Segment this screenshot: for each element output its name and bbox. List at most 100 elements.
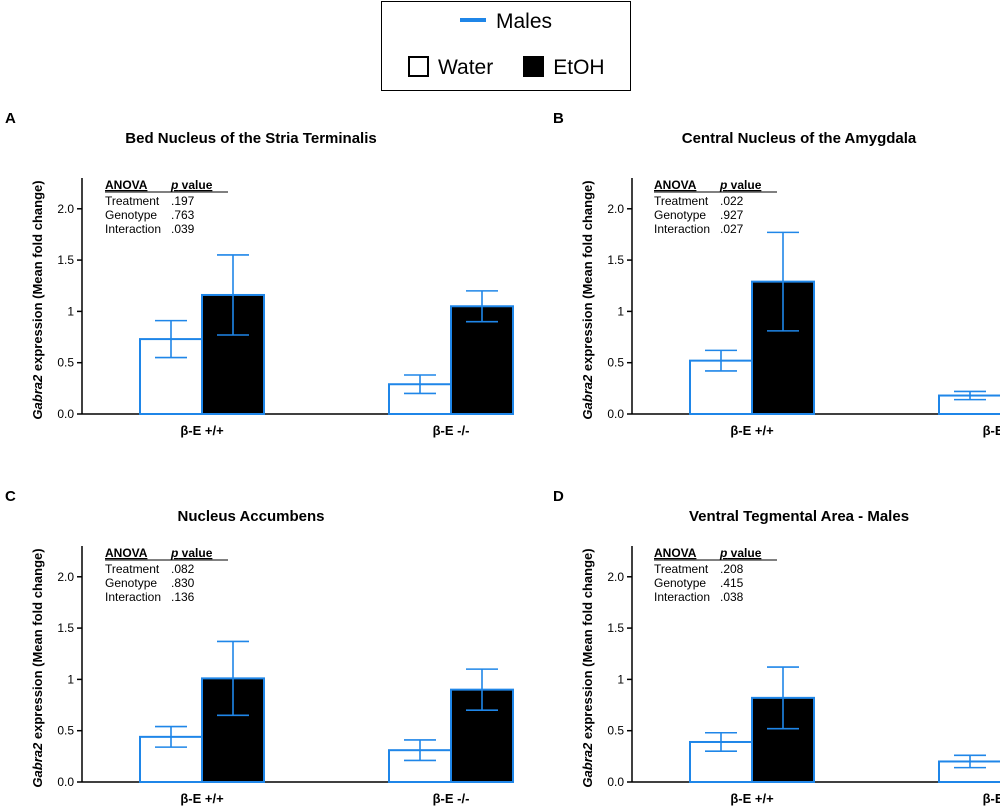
anova-p-value: .763 — [171, 208, 195, 222]
chart-panel-d: D Ventral Tegmental Area - Males Gabra2 ex… — [553, 488, 1000, 806]
p-header-rest: value — [178, 546, 212, 560]
y-tick-label: 1.5 — [607, 621, 624, 635]
p-value-header: p value — [719, 178, 762, 192]
anova-factor: Genotype — [105, 208, 157, 222]
anova-header: ANOVA — [105, 546, 148, 560]
anova-factor: Genotype — [105, 576, 157, 590]
y-axis-label-rest: expression (Mean fold change) — [30, 180, 45, 374]
anova-p-value: .927 — [720, 208, 744, 222]
anova-p-value: .136 — [171, 590, 195, 604]
legend-etoh-label: EtOH — [553, 56, 605, 79]
y-tick-label: 0.5 — [607, 724, 624, 738]
anova-header: ANOVA — [654, 546, 697, 560]
y-tick-label: 1.5 — [57, 253, 74, 267]
y-tick-label: 1.5 — [607, 253, 624, 267]
anova-factor: Interaction — [654, 222, 710, 236]
x-category-label: β-E -/- — [983, 791, 1000, 806]
y-tick-label: 0.5 — [57, 356, 74, 370]
y-axis-label-italic: Gabra2 — [30, 742, 45, 788]
y-axis-label: Gabra2 expression (Mean fold change) — [30, 548, 45, 787]
legend-water-swatch — [408, 55, 429, 77]
p-header-italic: p — [170, 178, 178, 192]
anova-p-value: .027 — [720, 222, 744, 236]
p-value-header: p value — [170, 178, 213, 192]
chart-panel-a: A Bed Nucleus of the Stria Terminalis Gabr… — [5, 110, 514, 438]
y-tick-label: 2.0 — [607, 202, 624, 216]
p-header-rest: value — [178, 178, 212, 192]
anova-p-value: .022 — [720, 194, 744, 208]
anova-header: ANOVA — [654, 178, 697, 192]
legend-box: Males Water EtOH — [381, 1, 631, 91]
p-header-rest: value — [727, 178, 761, 192]
anova-factor: Interaction — [105, 222, 161, 236]
anova-header: ANOVA — [105, 178, 148, 192]
anova-p-value: .197 — [171, 194, 195, 208]
panel-letter: D — [553, 488, 564, 505]
y-axis-label: Gabra2 expression (Mean fold change) — [580, 180, 595, 419]
p-header-rest: value — [727, 546, 761, 560]
y-axis-label-rest: expression (Mean fold change) — [30, 548, 45, 742]
p-value-header: p value — [719, 546, 762, 560]
y-tick-label: 1.5 — [57, 621, 74, 635]
anova-p-value: .082 — [171, 562, 195, 576]
y-tick-label: 2.0 — [607, 570, 624, 584]
x-category-label: β-E +/+ — [180, 423, 224, 438]
y-axis-label-rest: expression (Mean fold change) — [580, 548, 595, 742]
y-axis-label: Gabra2 expression (Mean fold change) — [580, 548, 595, 787]
y-tick-label: 0.5 — [607, 356, 624, 370]
x-category-label: β-E -/- — [433, 791, 470, 806]
chart-title: Ventral Tegmental Area - Males — [689, 508, 909, 525]
legend-etoh-swatch — [523, 55, 545, 77]
p-header-italic: p — [719, 546, 727, 560]
y-tick-label: 0.0 — [57, 407, 74, 421]
legend-males-row: Males — [382, 10, 630, 34]
legend-males-label: Males — [495, 10, 553, 33]
legend-water-label: Water — [438, 56, 494, 79]
p-header-italic: p — [170, 546, 178, 560]
anova-p-value: .208 — [720, 562, 744, 576]
chart-panel-c: C Nucleus Accumbens Gabra2 expression (Mea… — [5, 488, 514, 806]
legend-treatment-row: Water EtOH — [408, 55, 605, 80]
anova-p-value: .039 — [171, 222, 195, 236]
y-tick-label: 1 — [67, 672, 74, 686]
x-category-label: β-E +/+ — [730, 423, 774, 438]
anova-p-value: .830 — [171, 576, 195, 590]
y-tick-label: 0.0 — [607, 407, 624, 421]
y-axis-label-italic: Gabra2 — [580, 374, 595, 420]
anova-factor: Treatment — [105, 194, 160, 208]
y-tick-label: 2.0 — [57, 202, 74, 216]
chart-title: Bed Nucleus of the Stria Terminalis — [125, 130, 376, 147]
y-axis-label-italic: Gabra2 — [580, 742, 595, 788]
anova-factor: Interaction — [654, 590, 710, 604]
chart-title: Central Nucleus of the Amygdala — [682, 130, 917, 147]
bar-fill-water — [940, 396, 1000, 413]
y-tick-label: 1 — [67, 304, 74, 318]
anova-factor: Genotype — [654, 208, 706, 222]
y-axis-label-rest: expression (Mean fold change) — [580, 180, 595, 374]
y-axis-label-italic: Gabra2 — [30, 374, 45, 420]
chart-panel-b: B Central Nucleus of the Amygdala Gabra2 e… — [553, 110, 1000, 438]
y-tick-label: 0.0 — [607, 775, 624, 789]
y-tick-label: 1 — [617, 672, 624, 686]
panel-letter: C — [5, 488, 16, 505]
y-axis-label: Gabra2 expression (Mean fold change) — [30, 180, 45, 419]
legend-line-marker — [459, 18, 486, 23]
p-header-italic: p — [719, 178, 727, 192]
chart-title: Nucleus Accumbens — [178, 508, 325, 525]
x-category-label: β-E +/+ — [180, 791, 224, 806]
x-category-label: β-E -/- — [983, 423, 1000, 438]
anova-factor: Treatment — [654, 562, 709, 576]
panel-letter: B — [553, 110, 564, 127]
p-value-header: p value — [170, 546, 213, 560]
y-tick-label: 0.0 — [57, 775, 74, 789]
anova-factor: Interaction — [105, 590, 161, 604]
anova-p-value: .038 — [720, 590, 744, 604]
anova-factor: Treatment — [105, 562, 160, 576]
anova-factor: Genotype — [654, 576, 706, 590]
anova-p-value: .415 — [720, 576, 744, 590]
x-category-label: β-E +/+ — [730, 791, 774, 806]
panel-letter: A — [5, 110, 16, 127]
y-tick-label: 0.5 — [57, 724, 74, 738]
y-tick-label: 1 — [617, 304, 624, 318]
